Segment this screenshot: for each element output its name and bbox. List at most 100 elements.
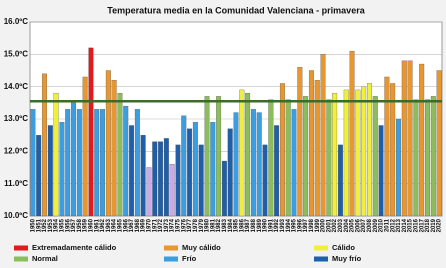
x-tick-label: 1977 xyxy=(187,218,193,232)
bar xyxy=(401,60,407,217)
x-tick-label: 1985 xyxy=(234,218,240,232)
x-tick-label: 2005 xyxy=(350,218,356,232)
y-tick-label: 11.0ºC xyxy=(4,179,28,188)
x-tick-label: 1952 xyxy=(42,218,48,232)
x-tick-label: 1999 xyxy=(315,218,321,232)
x-tick-label: 1974 xyxy=(170,218,176,232)
bar xyxy=(163,138,169,217)
x-tick-label: 1989 xyxy=(257,218,263,232)
x-tick-label: 2004 xyxy=(344,218,350,232)
bar xyxy=(221,160,227,217)
bar xyxy=(42,73,47,217)
x-tick-label: 2015 xyxy=(408,218,414,232)
legend-swatch xyxy=(314,256,328,262)
x-tick-label: 1960 xyxy=(89,218,95,232)
y-tick-label: 10.0ºC xyxy=(4,211,28,220)
chart-title: Temperatura media en la Comunidad Valenc… xyxy=(107,5,365,15)
bar xyxy=(71,102,76,217)
bar xyxy=(366,83,372,217)
bar xyxy=(413,99,419,217)
bar xyxy=(53,92,59,217)
x-tick-label: 2014 xyxy=(402,218,408,232)
bar xyxy=(262,144,268,217)
bar xyxy=(94,109,100,217)
x-tick-label: 1954 xyxy=(54,218,60,232)
bar xyxy=(337,144,343,217)
bar xyxy=(233,112,239,217)
bar xyxy=(361,86,367,217)
x-tick-label: 1965 xyxy=(118,218,124,232)
bar xyxy=(111,80,117,217)
x-tick-label: 1979 xyxy=(199,218,205,232)
x-tick-label: 2012 xyxy=(390,218,396,232)
bar xyxy=(390,83,396,217)
bar xyxy=(274,125,280,217)
x-tick-label: 1988 xyxy=(251,218,257,232)
bar xyxy=(181,115,187,217)
bar xyxy=(88,47,94,217)
y-tick-label: 16.0ºC xyxy=(4,17,28,26)
x-tick-label: 1956 xyxy=(65,218,71,232)
bar xyxy=(140,135,146,217)
bar xyxy=(308,70,314,217)
bar xyxy=(320,54,326,217)
bar xyxy=(349,50,355,217)
x-tick-label: 1961 xyxy=(94,218,100,232)
x-tick-label: 1982 xyxy=(216,218,222,232)
bar xyxy=(425,99,430,217)
x-tick-label: 1972 xyxy=(158,218,164,232)
x-tick-label: 2006 xyxy=(355,218,361,232)
x-tick-label: 1951 xyxy=(36,218,42,232)
x-tick-label: 1998 xyxy=(309,218,315,232)
bar xyxy=(227,128,233,217)
bar xyxy=(436,70,442,217)
bar xyxy=(250,109,256,217)
legend-label: Muy frío xyxy=(332,254,362,263)
x-tick-label: 1994 xyxy=(286,218,292,232)
x-tick-label: 1978 xyxy=(193,218,199,232)
x-tick-label: 2010 xyxy=(379,218,385,232)
x-tick-label: 1975 xyxy=(176,218,182,232)
x-tick-label: 1993 xyxy=(280,218,286,232)
legend-swatch xyxy=(314,245,328,251)
x-tick-label: 2017 xyxy=(419,218,425,232)
x-tick-label: 1963 xyxy=(106,218,112,232)
bar xyxy=(76,109,82,217)
bar xyxy=(291,109,297,217)
bar xyxy=(158,141,164,217)
x-tick-label: 1968 xyxy=(135,218,141,232)
bar xyxy=(198,144,204,217)
x-tick-label: 2016 xyxy=(413,218,419,232)
bar xyxy=(407,60,413,217)
x-tick-label: 2011 xyxy=(384,218,390,232)
bar xyxy=(378,125,384,217)
bar xyxy=(30,109,36,217)
x-tick-label: 1969 xyxy=(141,218,147,232)
x-tick-label: 2002 xyxy=(332,218,338,232)
y-tick-label: 14.0ºC xyxy=(4,82,28,91)
bar xyxy=(105,70,111,217)
bar xyxy=(396,118,401,217)
x-tick-label: 1983 xyxy=(222,218,228,232)
bar xyxy=(355,89,361,217)
bar xyxy=(210,122,216,217)
y-tick-label: 13.0ºC xyxy=(4,114,28,123)
bar xyxy=(152,141,158,217)
x-tick-label: 1990 xyxy=(263,218,269,232)
x-tick-label: 1957 xyxy=(71,218,77,232)
x-tick-label: 1981 xyxy=(210,218,216,232)
x-tick-label: 1991 xyxy=(268,218,274,232)
bar xyxy=(36,135,42,217)
legend-swatch xyxy=(14,245,28,251)
x-tick-label: 2019 xyxy=(431,218,437,232)
x-tick-label: 2013 xyxy=(396,218,402,232)
y-tick-label: 12.0ºC xyxy=(4,146,28,155)
x-tick-label: 1958 xyxy=(77,218,83,232)
x-tick-label: 1959 xyxy=(83,218,89,232)
x-tick-label: 1953 xyxy=(48,218,54,232)
bar xyxy=(47,125,53,217)
bar xyxy=(430,96,436,217)
bar xyxy=(326,99,332,217)
legend-label: Cálido xyxy=(332,243,355,252)
x-tick-label: 2001 xyxy=(326,218,332,232)
